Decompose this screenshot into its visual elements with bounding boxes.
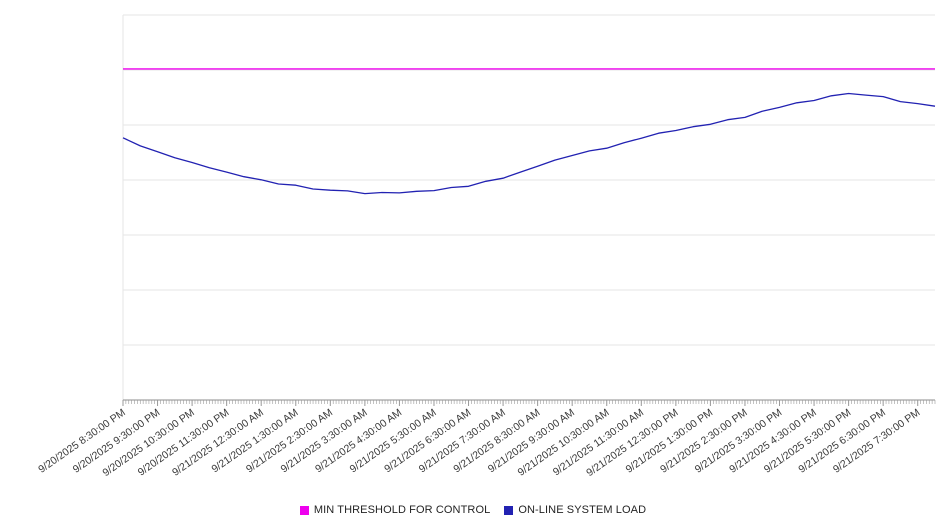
legend-label-system-load: ON-LINE SYSTEM LOAD	[518, 504, 647, 516]
chart-legend: MIN THRESHOLD FOR CONTROL ON-LINE SYSTEM…	[0, 504, 946, 516]
min-threshold-swatch-icon	[299, 505, 309, 515]
legend-item-system-load[interactable]: ON-LINE SYSTEM LOAD	[504, 504, 646, 516]
system-load-swatch-icon	[504, 505, 514, 515]
legend-item-min-threshold[interactable]: MIN THRESHOLD FOR CONTROL	[299, 504, 491, 516]
legend-label-min-threshold: MIN THRESHOLD FOR CONTROL	[313, 504, 491, 516]
system-load-line	[122, 92, 936, 195]
